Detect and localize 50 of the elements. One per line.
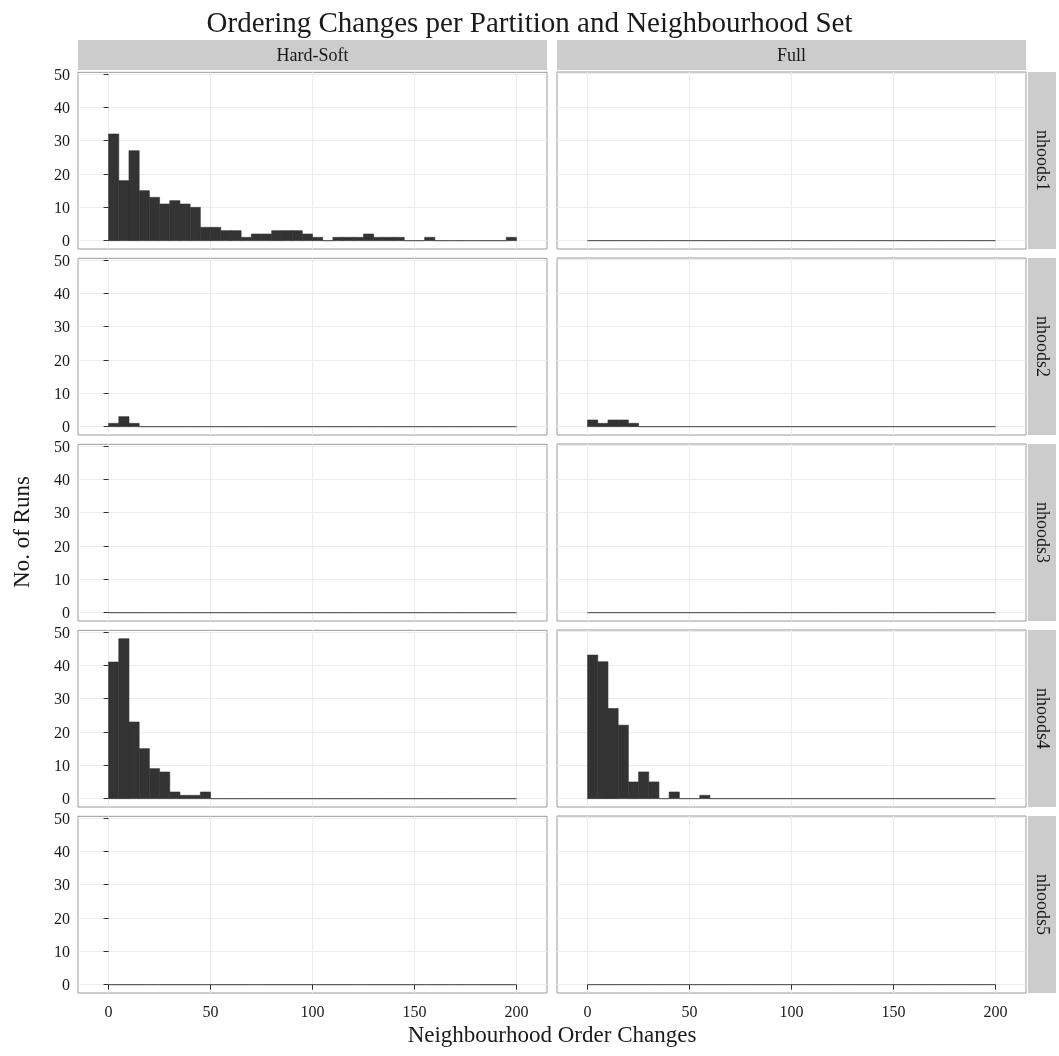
y-tick-label: 0 — [62, 604, 70, 622]
y-tick-label: 20 — [54, 351, 70, 369]
y-tick-label: 0 — [62, 976, 70, 994]
y-tick-label: 10 — [54, 570, 70, 588]
y-tick-label: 10 — [54, 198, 70, 216]
x-tick-label: 0 — [583, 1002, 592, 1020]
x-tick-label: 50 — [202, 1002, 219, 1020]
y2-axis-title: nhoods1 — [1031, 129, 1053, 191]
x-tick-label: 150 — [402, 1002, 427, 1020]
y-tick-label: 30 — [54, 504, 70, 522]
y-tick-label: 10 — [54, 942, 70, 960]
y-tick-label: 50 — [54, 623, 70, 641]
y-tick-label: 20 — [54, 537, 70, 555]
y2-axis-title: nhoods4 — [1031, 687, 1053, 749]
x-axis-title: Neighbourhood Order Changes — [406, 1022, 698, 1048]
x-tick-label: 100 — [779, 1002, 804, 1020]
x-tick-label: 150 — [881, 1002, 906, 1020]
x-tick-label: 0 — [104, 1002, 113, 1020]
y-tick-label: 0 — [62, 790, 70, 808]
x-tick-label: 100 — [300, 1002, 325, 1020]
y-tick-label: 40 — [54, 842, 70, 860]
y-tick-label: 10 — [54, 756, 70, 774]
x-tick-label: 200 — [983, 1002, 1008, 1020]
y-tick-label: 10 — [54, 384, 70, 402]
y-tick-label: 50 — [54, 251, 70, 269]
y-tick-label: 50 — [54, 437, 70, 455]
y-tick-label: 30 — [54, 876, 70, 894]
y-tick-label: 30 — [54, 690, 70, 708]
x-tick-label: 200 — [504, 1002, 529, 1020]
y2-axis-title: nhoods3 — [1031, 501, 1053, 563]
y-tick-label: 30 — [54, 318, 70, 336]
y2-axis-title: nhoods2 — [1031, 315, 1053, 377]
chart-subtitle: Hard-Soft — [78, 40, 547, 70]
y2-axis-title: nhoods5 — [1031, 873, 1053, 935]
y-tick-label: 40 — [54, 656, 70, 674]
y-tick-label: 40 — [54, 470, 70, 488]
y-axis-title: No. of Runs — [9, 474, 35, 590]
y-tick-label: 50 — [54, 809, 70, 827]
y-tick-label: 20 — [54, 165, 70, 183]
y-tick-label: 0 — [62, 418, 70, 436]
y-tick-label: 40 — [54, 284, 70, 302]
chart-subtitle: Full — [557, 40, 1026, 70]
y-tick-label: 20 — [54, 723, 70, 741]
y-tick-label: 0 — [62, 232, 70, 250]
y-tick-label: 50 — [54, 65, 70, 83]
y-tick-label: 20 — [54, 909, 70, 927]
y-tick-label: 30 — [54, 132, 70, 150]
y-tick-label: 40 — [54, 98, 70, 116]
x-tick-label: 50 — [681, 1002, 698, 1020]
chart-title: Ordering Changes per Partition and Neighbourhood Set — [205, 6, 854, 39]
